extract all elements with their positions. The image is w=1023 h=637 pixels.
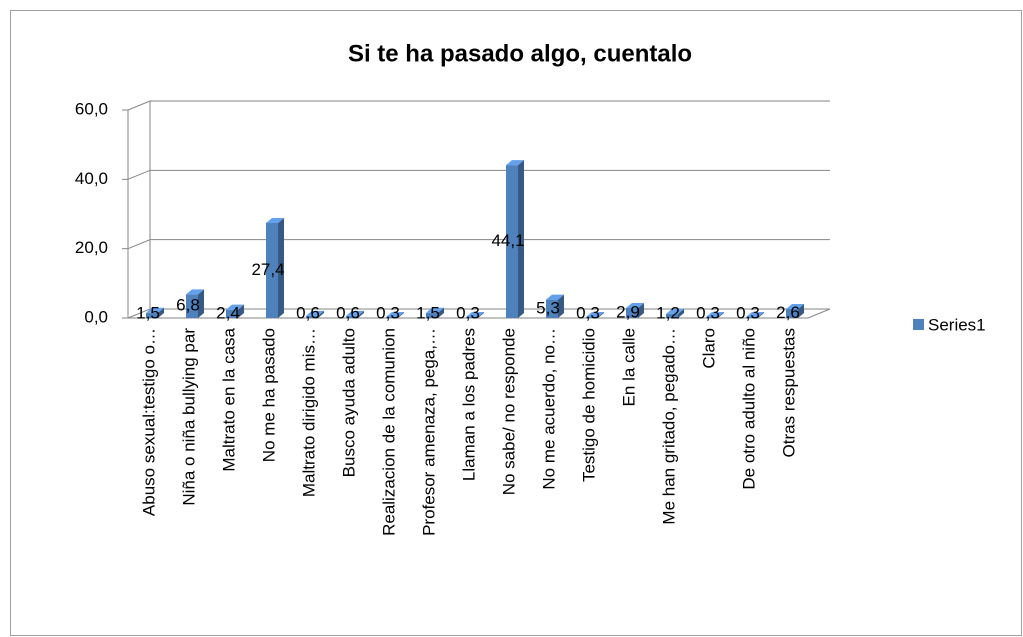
x-tick-label: No me ha pasado xyxy=(259,328,278,462)
y-tick-label: 40,0 xyxy=(75,169,108,188)
data-label: 6,8 xyxy=(176,296,200,315)
x-tick-label: Profesor amenaza, pega,… xyxy=(419,328,438,536)
bar-top xyxy=(226,304,244,310)
legend-swatch xyxy=(913,319,924,330)
bar-side xyxy=(358,310,364,318)
chart-title: Si te ha pasado algo, cuentalo xyxy=(348,40,692,67)
bar-side xyxy=(478,311,484,318)
data-label: 5,3 xyxy=(536,298,560,317)
bar-top xyxy=(546,294,564,300)
bar-top xyxy=(346,310,364,316)
x-tick-label: Llaman a los padres xyxy=(459,328,478,481)
bar xyxy=(186,294,198,318)
data-label: 44,1 xyxy=(491,231,524,250)
x-tick-label: En la calle xyxy=(619,328,638,406)
chart-border xyxy=(10,10,1022,636)
bar xyxy=(306,315,318,318)
x-tick-label: Abuso sexual:testigo o… xyxy=(139,328,158,516)
x-tick-label: Realizacion de la comunion xyxy=(379,328,398,536)
bar-top xyxy=(706,311,724,317)
bar-side xyxy=(718,311,724,318)
data-label: 27,4 xyxy=(251,260,284,279)
bar-side xyxy=(318,310,324,318)
bar-side xyxy=(238,304,244,318)
bar-side xyxy=(438,307,444,318)
y-tick-label: 20,0 xyxy=(75,238,108,257)
bar-side xyxy=(398,311,404,318)
bar xyxy=(586,316,598,318)
bar-side xyxy=(558,294,564,318)
x-tick-label: Maltrato en la casa xyxy=(219,327,238,471)
bar-side xyxy=(758,311,764,318)
data-label: 1,5 xyxy=(136,303,160,322)
bar xyxy=(386,316,398,318)
bar xyxy=(506,165,518,318)
bar-side xyxy=(598,311,604,318)
data-label: 0,3 xyxy=(376,303,400,322)
bar-top xyxy=(306,310,324,316)
data-label: 0,3 xyxy=(456,303,480,322)
data-label: 0,3 xyxy=(736,303,760,322)
bar-top xyxy=(786,303,804,309)
grid-line xyxy=(127,308,830,319)
bar xyxy=(666,313,678,318)
bar xyxy=(226,309,238,318)
bar-top xyxy=(746,311,764,317)
data-label: 2,9 xyxy=(616,302,640,321)
data-label: 0,6 xyxy=(336,303,360,322)
data-label: 1,2 xyxy=(656,303,680,322)
y-tick-label: 0,0 xyxy=(84,307,108,326)
bar-top xyxy=(466,311,484,317)
grid-line xyxy=(127,169,830,180)
bar xyxy=(786,308,798,318)
bar-top xyxy=(586,311,604,317)
bar xyxy=(706,316,718,318)
bar xyxy=(546,299,558,318)
bar-top xyxy=(146,307,164,313)
bar-side xyxy=(638,302,644,318)
x-tick-label: De otro adulto al niño xyxy=(739,328,758,490)
legend-label: Series1 xyxy=(928,315,986,334)
grid-line xyxy=(127,100,830,111)
x-tick-label: Niña o niña bullying par xyxy=(179,328,198,506)
data-label: 2,4 xyxy=(216,303,240,322)
bar xyxy=(346,315,358,318)
bar-side xyxy=(798,303,804,318)
bar-top xyxy=(506,160,524,166)
bar-top xyxy=(386,311,404,317)
bar-side xyxy=(278,218,284,318)
bar-side xyxy=(198,289,204,318)
bar xyxy=(266,223,278,318)
x-tick-label: Maltrato dirigido mis… xyxy=(299,328,318,497)
x-tick-label: No me acuerdo, no… xyxy=(539,328,558,490)
bar-side xyxy=(678,308,684,318)
bar-top xyxy=(186,289,204,295)
bar-top xyxy=(626,302,644,308)
bar-side xyxy=(518,160,524,318)
data-label: 1,5 xyxy=(416,303,440,322)
bar-top xyxy=(266,218,284,224)
x-tick-label: Testigo de homicidio xyxy=(579,328,598,482)
data-label: 0,3 xyxy=(696,303,720,322)
data-label: 0,6 xyxy=(296,303,320,322)
data-label: 0,3 xyxy=(576,303,600,322)
x-tick-label: Busco ayuda adulto xyxy=(339,328,358,477)
bar xyxy=(466,316,478,318)
bar-side xyxy=(158,307,164,318)
bar xyxy=(746,316,758,318)
bar-top xyxy=(666,308,684,314)
bar xyxy=(626,307,638,318)
y-tick-label: 60,0 xyxy=(75,99,108,118)
x-tick-label: Me han gritado, pegado… xyxy=(659,328,678,525)
x-tick-label: Claro xyxy=(699,328,718,369)
grid-line xyxy=(127,239,830,250)
bar xyxy=(426,312,438,318)
data-label: 2,6 xyxy=(776,303,800,322)
bar-top xyxy=(426,307,444,313)
x-tick-label: Otras respuestas xyxy=(779,328,798,457)
bar xyxy=(146,312,158,318)
x-tick-label: No sabe/ no responde xyxy=(499,328,518,495)
